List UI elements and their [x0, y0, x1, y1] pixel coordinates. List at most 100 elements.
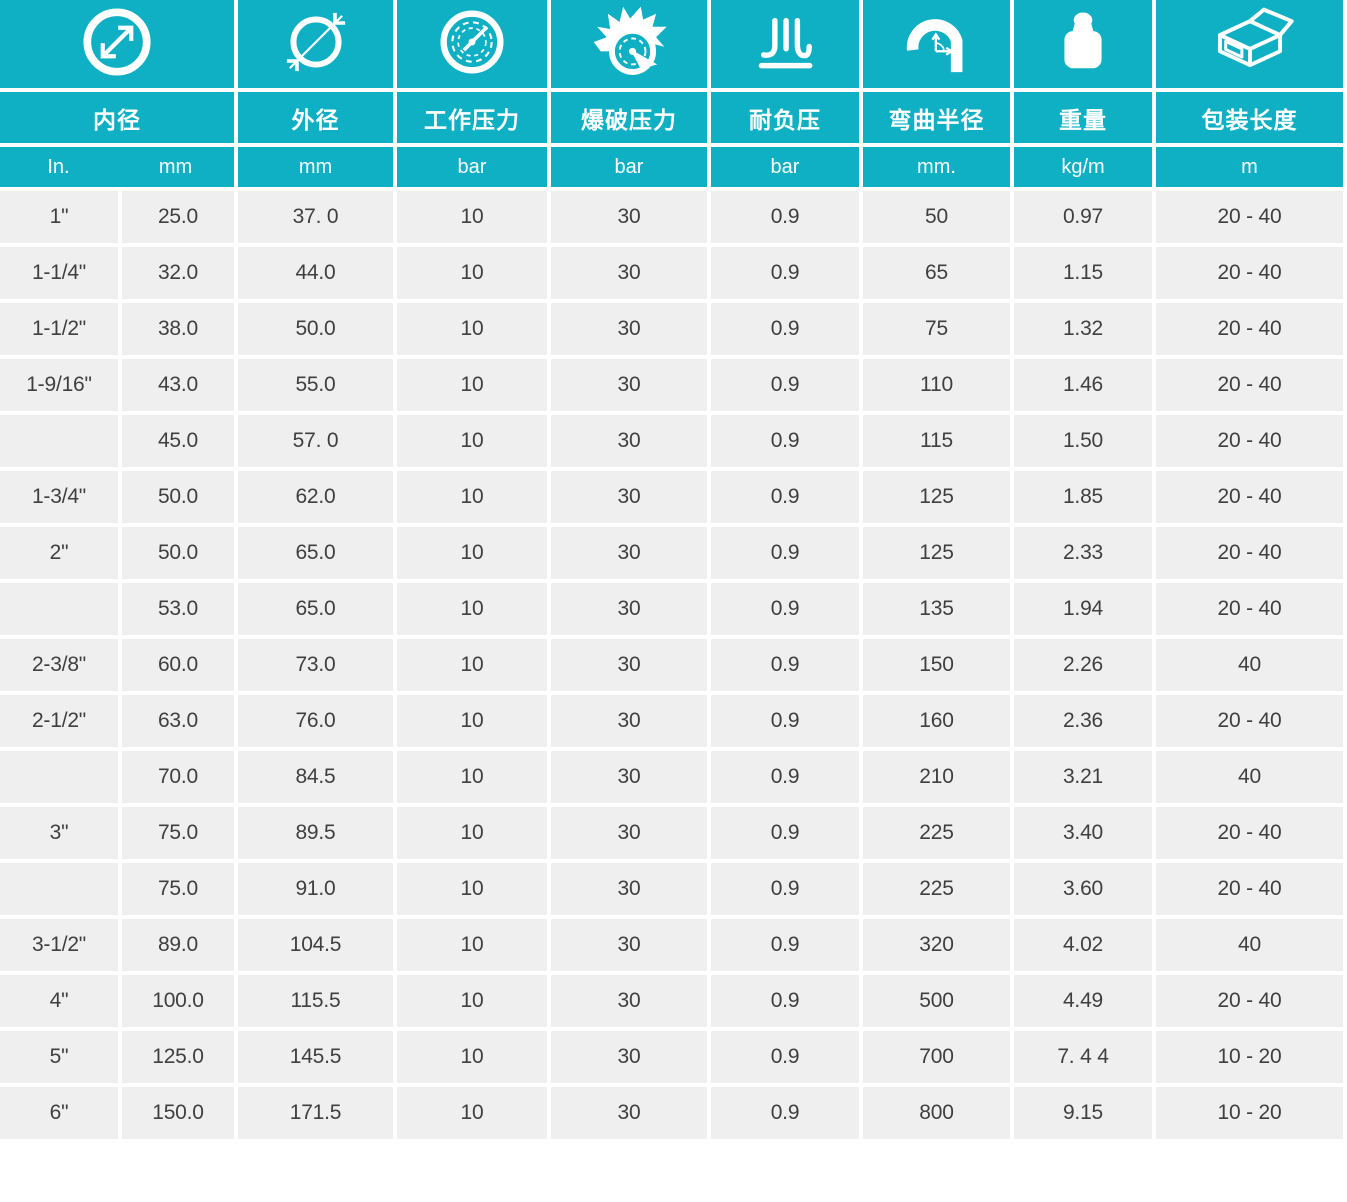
- cell-vacuum-resistance: 0.9: [711, 1031, 859, 1083]
- cell-package-length: 20 - 40: [1156, 247, 1343, 299]
- cell-burst-pressure: 30: [551, 303, 707, 355]
- cell-vacuum-resistance: 0.9: [711, 415, 859, 467]
- header-burst-pressure: 爆破压力: [551, 92, 707, 143]
- icon-cell-weight: [1014, 0, 1152, 88]
- cell-package-length: 40: [1156, 751, 1343, 803]
- cell-inner-diameter-in: 2-1/2": [0, 695, 118, 747]
- cell-vacuum-resistance: 0.9: [711, 695, 859, 747]
- cell-vacuum-resistance: 0.9: [711, 639, 859, 691]
- cell-inner-diameter-mm: 89.0: [122, 919, 234, 971]
- cell-inner-diameter-mm: 70.0: [122, 751, 234, 803]
- unit-package-length: m: [1156, 147, 1343, 187]
- cell-working-pressure: 10: [397, 359, 547, 411]
- label-row: 内径 外径 工作压力 爆破压力 耐负压 弯曲半径 重量 包装长度: [0, 92, 1343, 143]
- cell-burst-pressure: 30: [551, 191, 707, 243]
- cell-working-pressure: 10: [397, 1087, 547, 1139]
- cell-vacuum-resistance: 0.9: [711, 863, 859, 915]
- cell-outer-diameter: 145.5: [238, 1031, 393, 1083]
- cell-package-length: 20 - 40: [1156, 527, 1343, 579]
- cell-package-length: 20 - 40: [1156, 359, 1343, 411]
- cell-inner-diameter-in: 6": [0, 1087, 118, 1139]
- cell-working-pressure: 10: [397, 471, 547, 523]
- cell-outer-diameter: 73.0: [238, 639, 393, 691]
- cell-working-pressure: 10: [397, 807, 547, 859]
- cell-burst-pressure: 30: [551, 1031, 707, 1083]
- cell-weight: 2.26: [1014, 639, 1152, 691]
- cell-working-pressure: 10: [397, 527, 547, 579]
- cell-outer-diameter: 57. 0: [238, 415, 393, 467]
- cell-outer-diameter: 50.0: [238, 303, 393, 355]
- cell-inner-diameter-mm: 150.0: [122, 1087, 234, 1139]
- cell-weight: 1.46: [1014, 359, 1152, 411]
- cell-package-length: 10 - 20: [1156, 1031, 1343, 1083]
- cell-vacuum-resistance: 0.9: [711, 975, 859, 1027]
- icon-row: [0, 0, 1343, 88]
- working-pressure-gauge-icon: [435, 5, 509, 79]
- cell-vacuum-resistance: 0.9: [711, 247, 859, 299]
- cell-burst-pressure: 30: [551, 807, 707, 859]
- cell-working-pressure: 10: [397, 863, 547, 915]
- weight-icon: [1048, 7, 1118, 77]
- inner-diameter-icon: [79, 4, 155, 80]
- cell-working-pressure: 10: [397, 695, 547, 747]
- hose-spec-table: 内径 外径 工作压力 爆破压力 耐负压 弯曲半径 重量 包装长度 In. mm …: [0, 0, 1343, 1139]
- cell-working-pressure: 10: [397, 247, 547, 299]
- cell-inner-diameter-mm: 45.0: [122, 415, 234, 467]
- cell-inner-diameter-in: [0, 863, 118, 915]
- cell-inner-diameter-in: 3": [0, 807, 118, 859]
- cell-inner-diameter-in: 1": [0, 191, 118, 243]
- cell-package-length: 20 - 40: [1156, 695, 1343, 747]
- cell-weight: 3.21: [1014, 751, 1152, 803]
- header-weight: 重量: [1014, 92, 1152, 143]
- cell-working-pressure: 10: [397, 639, 547, 691]
- table-row: 1-1/4" 32.0 44.0 10 30 0.9 65 1.15 20 - …: [0, 247, 1343, 299]
- header-inner-diameter: 内径: [0, 92, 234, 143]
- cell-outer-diameter: 37. 0: [238, 191, 393, 243]
- icon-cell-bend-radius: [863, 0, 1010, 88]
- cell-vacuum-resistance: 0.9: [711, 303, 859, 355]
- vacuum-resistance-icon: [749, 6, 821, 78]
- unit-burst-pressure: bar: [551, 147, 707, 187]
- cell-working-pressure: 10: [397, 975, 547, 1027]
- cell-burst-pressure: 30: [551, 527, 707, 579]
- header-package-length: 包装长度: [1156, 92, 1343, 143]
- icon-cell-vacuum-resistance: [711, 0, 859, 88]
- header-outer-diameter: 外径: [238, 92, 393, 143]
- cell-inner-diameter-in: 2-3/8": [0, 639, 118, 691]
- cell-bend-radius: 125: [863, 527, 1010, 579]
- cell-package-length: 20 - 40: [1156, 471, 1343, 523]
- cell-inner-diameter-in: 2": [0, 527, 118, 579]
- cell-bend-radius: 210: [863, 751, 1010, 803]
- cell-weight: 0.97: [1014, 191, 1152, 243]
- header-bend-radius: 弯曲半径: [863, 92, 1010, 143]
- cell-working-pressure: 10: [397, 191, 547, 243]
- cell-outer-diameter: 84.5: [238, 751, 393, 803]
- table-row: 6" 150.0 171.5 10 30 0.9 800 9.15 10 - 2…: [0, 1087, 1343, 1139]
- cell-inner-diameter-in: 3-1/2": [0, 919, 118, 971]
- spec-table-body: 1" 25.0 37. 0 10 30 0.9 50 0.97 20 - 40 …: [0, 191, 1343, 1139]
- cell-inner-diameter-mm: 125.0: [122, 1031, 234, 1083]
- table-row: 1-1/2" 38.0 50.0 10 30 0.9 75 1.32 20 - …: [0, 303, 1343, 355]
- outer-diameter-icon: [278, 4, 354, 80]
- cell-outer-diameter: 171.5: [238, 1087, 393, 1139]
- cell-inner-diameter-mm: 63.0: [122, 695, 234, 747]
- cell-vacuum-resistance: 0.9: [711, 1087, 859, 1139]
- cell-weight: 3.60: [1014, 863, 1152, 915]
- cell-working-pressure: 10: [397, 1031, 547, 1083]
- cell-outer-diameter: 104.5: [238, 919, 393, 971]
- cell-bend-radius: 65: [863, 247, 1010, 299]
- cell-bend-radius: 320: [863, 919, 1010, 971]
- icon-cell-outer-diameter: [238, 0, 393, 88]
- cell-burst-pressure: 30: [551, 1087, 707, 1139]
- cell-weight: 1.32: [1014, 303, 1152, 355]
- cell-burst-pressure: 30: [551, 415, 707, 467]
- cell-inner-diameter-in: 1-3/4": [0, 471, 118, 523]
- cell-bend-radius: 800: [863, 1087, 1010, 1139]
- table-row: 5" 125.0 145.5 10 30 0.9 700 7. 4 4 10 -…: [0, 1031, 1343, 1083]
- cell-burst-pressure: 30: [551, 583, 707, 635]
- cell-bend-radius: 50: [863, 191, 1010, 243]
- unit-bend-radius: mm.: [863, 147, 1010, 187]
- package-length-icon: [1206, 5, 1294, 79]
- unit-weight: kg/m: [1014, 147, 1152, 187]
- cell-package-length: 40: [1156, 639, 1343, 691]
